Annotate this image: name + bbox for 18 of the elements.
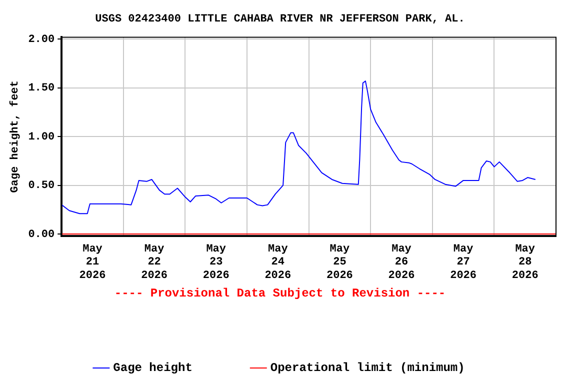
legend-label: Gage height [113,361,192,376]
y-tick-label: 2.00 [28,34,55,46]
x-tick-label: May 22 2026 [141,243,168,282]
x-tick-label: May 28 2026 [512,243,538,282]
y-tick-label: 0.50 [28,180,55,192]
chart-title: USGS 02423400 LITTLE CAHABA RIVER NR JEFFERSON PARK, AL. [95,13,465,26]
x-tick-label: May 27 2026 [450,243,477,282]
y-tick-label: 1.00 [28,131,55,144]
x-tick-label: May 25 2026 [326,243,353,282]
x-tick-label: May 24 2026 [264,243,292,282]
x-tick-label: May 23 2026 [202,243,230,282]
x-tick-label: May 21 2026 [79,243,106,282]
x-tick-label: May 26 2026 [388,243,415,282]
text: ---- Provisional Data Subject to Revision ---- [114,286,446,301]
y-tick-label: 0.00 [28,228,55,241]
legend-label: Operational limit (minimum) [270,361,465,376]
y-tick-label: 1.50 [28,82,55,95]
y-axis-title: Gage height, feet [8,80,22,193]
